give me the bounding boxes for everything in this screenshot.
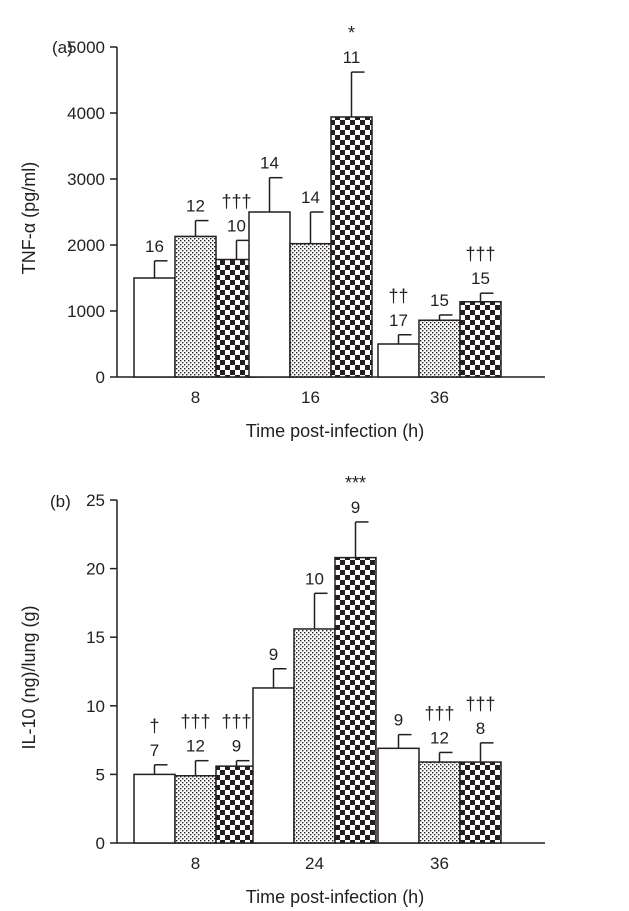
bar-dotted [293, 628, 336, 844]
bar-dotted [418, 319, 461, 378]
panel-label: (b) [50, 492, 71, 511]
sample-size-label: 11 [343, 48, 361, 67]
sample-size-label: 10 [305, 569, 324, 588]
bar-dotted [418, 761, 461, 844]
x-tick-label: 24 [305, 854, 324, 873]
y-tick-label: 10 [86, 697, 105, 716]
sample-size-label: 17 [389, 311, 408, 330]
sample-size-label: 14 [260, 154, 279, 173]
chart-panel-b: (b) 0 5 10 15 20 25 IL-10 (ng)/lung (g) Time pos… [19, 473, 545, 907]
sample-size-label: 12 [430, 728, 449, 747]
y-axis-title: TNF-α (pg/ml) [19, 162, 39, 274]
sample-size-label: 9 [351, 498, 360, 517]
significance-marker: ††† [424, 703, 454, 723]
sample-size-label: 12 [186, 197, 205, 216]
significance-marker: † [149, 716, 159, 736]
bar-checkered [459, 301, 502, 378]
sample-size-label: 12 [186, 737, 205, 756]
sample-size-label: 10 [227, 216, 246, 235]
y-tick-label: 15 [86, 628, 105, 647]
sample-size-label: 9 [269, 645, 278, 664]
sample-size-label: 16 [145, 237, 164, 256]
sample-size-label: 15 [430, 291, 449, 310]
sample-size-label: 8 [476, 719, 485, 738]
bar-dotted [289, 242, 332, 378]
y-tick-label: 25 [86, 491, 105, 510]
bar-checkered [215, 765, 258, 844]
x-axis-title: Time post-infection (h) [246, 887, 424, 907]
y-tick-label: 4000 [67, 104, 105, 123]
y-tick-label: 5000 [67, 38, 105, 57]
significance-marker: ††† [465, 694, 495, 714]
sample-size-label: 7 [150, 741, 159, 760]
sample-size-label: 14 [301, 188, 320, 207]
sample-size-label: 9 [232, 737, 241, 756]
bar-white [252, 687, 295, 844]
y-tick-label: 5 [96, 765, 105, 784]
bar-dotted [174, 235, 217, 378]
panel-label: (a) [52, 38, 73, 57]
y-tick-label: 2000 [67, 236, 105, 255]
x-axis-title: Time post-infection (h) [246, 421, 424, 441]
significance-marker: ††† [221, 712, 251, 732]
y-tick-label: 0 [96, 368, 105, 387]
bar-checkered [330, 116, 373, 378]
y-tick-label: 0 [96, 834, 105, 853]
chart-panel-a: (a) 0 1000 2000 3000 4000 5000 TNF-α (pg/ml) Tim… [19, 23, 545, 441]
y-tick-label: 3000 [67, 170, 105, 189]
significance-marker: ††† [180, 712, 210, 732]
bar-white [377, 747, 420, 844]
sample-size-label: 15 [471, 269, 490, 288]
x-tick-label: 16 [301, 388, 320, 407]
bar-white [133, 277, 176, 378]
significance-marker: * [348, 23, 355, 43]
x-tick-label: 8 [191, 854, 200, 873]
y-axis-title: IL-10 (ng)/lung (g) [19, 605, 39, 749]
bar-white [377, 343, 420, 378]
bar-white [133, 773, 176, 844]
x-tick-label: 8 [191, 388, 200, 407]
bar-white [248, 211, 291, 378]
significance-marker: ††† [465, 244, 495, 264]
y-tick-label: 20 [86, 560, 105, 579]
significance-marker: ††† [221, 191, 251, 211]
significance-marker: *** [345, 473, 366, 493]
y-tick-label: 1000 [67, 302, 105, 321]
x-tick-label: 36 [430, 388, 449, 407]
bar-checkered [334, 556, 377, 844]
x-tick-label: 36 [430, 854, 449, 873]
bar-dotted [174, 775, 217, 844]
bar-checkered [459, 761, 502, 844]
sample-size-label: 9 [394, 711, 403, 730]
significance-marker: †† [388, 286, 408, 306]
